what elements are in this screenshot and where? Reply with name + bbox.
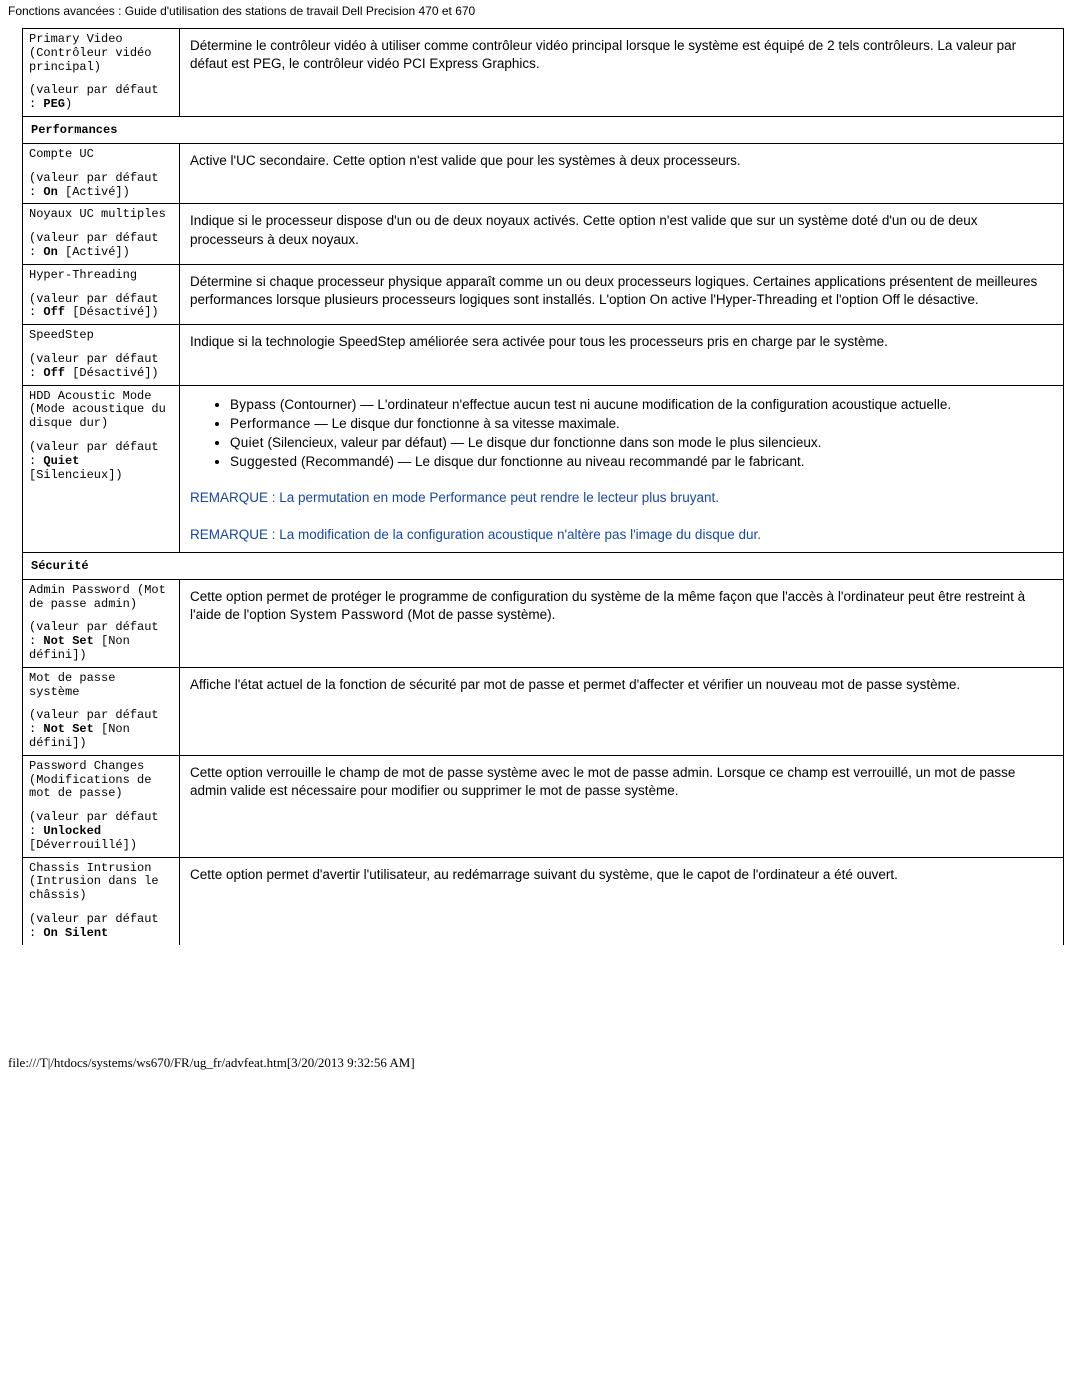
setting-desc: Active l'UC secondaire. Cette option n'e… [180, 143, 1064, 203]
setting-name: Mot de passe système [29, 671, 115, 699]
default-value: PEG [43, 97, 65, 111]
setting-name-cell: Hyper-Threading (valeur par défaut : Off… [23, 264, 180, 324]
page-footer-path: file:///T|/htdocs/systems/ws670/FR/ug_fr… [8, 1055, 1072, 1071]
option-text: (Silencieux, valeur par défaut) — Le dis… [264, 435, 822, 450]
default-suffix: [Activé]) [58, 245, 130, 259]
default-suffix: [Silencieux]) [29, 468, 123, 482]
default-block: (valeur par défaut : Off [Désactivé]) [29, 353, 173, 381]
table-row: Admin Password (Mot de passe admin) (val… [23, 579, 1064, 667]
setting-subname: (Contrôleur vidéo principal) [29, 46, 151, 74]
setting-name: Noyaux UC multiples [29, 207, 166, 221]
setting-name-cell: Password Changes (Modifications de mot d… [23, 755, 180, 857]
default-value: Off [43, 366, 65, 380]
default-value: Unlocked [43, 824, 101, 838]
option-text: — Le disque dur fonctionne à sa vitesse … [311, 416, 620, 431]
table-row: SpeedStep (valeur par défaut : Off [Désa… [23, 325, 1064, 385]
setting-name-cell: Admin Password (Mot de passe admin) (val… [23, 579, 180, 667]
section-header-securite: Sécurité [23, 552, 1064, 579]
setting-desc: Détermine le contrôleur vidéo à utiliser… [180, 29, 1064, 117]
default-value: Off [43, 305, 65, 319]
default-block: (valeur par défaut : Not Set [Non défini… [29, 621, 173, 662]
setting-name-cell: Mot de passe système (valeur par défaut … [23, 667, 180, 755]
default-value: Quiet [43, 454, 79, 468]
setting-desc: Affiche l'état actuel de la fonction de … [180, 667, 1064, 755]
page-title: Fonctions avancées : Guide d'utilisation… [8, 4, 1072, 18]
default-block: (valeur par défaut : PEG) [29, 84, 173, 112]
default-value: On Silent [43, 926, 108, 940]
setting-desc: Détermine si chaque processeur physique … [180, 264, 1064, 324]
table-row: HDD Acoustic Mode (Mode acoustique du di… [23, 385, 1064, 552]
list-item: Performance — Le disque dur fonctionne à… [230, 415, 1053, 433]
setting-name: Hyper-Threading [29, 268, 137, 282]
setting-name: Primary Video [29, 32, 123, 46]
default-block: (valeur par défaut : Unlocked [Déverroui… [29, 811, 173, 852]
default-suffix: [Activé]) [58, 185, 130, 199]
setting-name-cell: HDD Acoustic Mode (Mode acoustique du di… [23, 385, 180, 552]
default-value: On [43, 245, 57, 259]
table-row: Compte UC (valeur par défaut : On [Activ… [23, 143, 1064, 203]
setting-desc: Indique si le processeur dispose d'un ou… [180, 204, 1064, 264]
default-block: (valeur par défaut : On [Activé]) [29, 172, 173, 200]
table-row: Primary Video (Contrôleur vidéo principa… [23, 29, 1064, 117]
setting-name-cell: Primary Video (Contrôleur vidéo principa… [23, 29, 180, 117]
default-suffix: [Désactivé]) [65, 305, 159, 319]
option-bold: Bypass [230, 397, 276, 412]
note-text: La permutation en mode Performance peut … [276, 490, 720, 505]
default-value: Not Set [43, 634, 93, 648]
default-suffix: ) [65, 97, 72, 111]
desc-part-c: (Mot de passe système). [404, 607, 556, 622]
default-suffix: [Désactivé]) [65, 366, 159, 380]
note-label: REMARQUE : [190, 490, 276, 505]
setting-desc: Cette option permet de protéger le progr… [180, 579, 1064, 667]
setting-name: Chassis Intrusion (Intrusion dans le châ… [29, 861, 159, 903]
option-text: (Contourner) — L'ordinateur n'effectue a… [276, 397, 951, 412]
default-suffix: [Déverrouillé]) [29, 838, 137, 852]
setting-name: Admin Password (Mot de passe admin) [29, 583, 166, 611]
note-label: REMARQUE : [190, 527, 276, 542]
option-text: (Recommandé) — Le disque dur fonctionne … [297, 454, 804, 469]
setting-name: Compte UC [29, 147, 94, 161]
options-list: Bypass (Contourner) — L'ordinateur n'eff… [190, 396, 1053, 472]
table-row: Password Changes (Modifications de mot d… [23, 755, 1064, 857]
table-row: Chassis Intrusion (Intrusion dans le châ… [23, 857, 1064, 944]
setting-name: Password Changes (Modifications de mot d… [29, 759, 151, 801]
default-block: (valeur par défaut : On Silent [29, 913, 173, 941]
setting-desc: Cette option verrouille le champ de mot … [180, 755, 1064, 857]
setting-name-cell: Chassis Intrusion (Intrusion dans le châ… [23, 857, 180, 944]
default-value: Not Set [43, 722, 93, 736]
section-row: Sécurité [23, 552, 1064, 579]
default-block: (valeur par défaut : Not Set [Non défini… [29, 709, 173, 750]
setting-desc: Indique si la technologie SpeedStep amél… [180, 325, 1064, 385]
list-item: Bypass (Contourner) — L'ordinateur n'eff… [230, 396, 1053, 414]
option-bold: Quiet [230, 435, 264, 450]
default-block: (valeur par défaut : Quiet [Silencieux]) [29, 441, 173, 482]
setting-desc: Cette option permet d'avertir l'utilisat… [180, 857, 1064, 944]
setting-name-cell: Noyaux UC multiples (valeur par défaut :… [23, 204, 180, 264]
settings-table: Primary Video (Contrôleur vidéo principa… [22, 28, 1064, 945]
default-value: On [43, 185, 57, 199]
default-block: (valeur par défaut : On [Activé]) [29, 232, 173, 260]
section-row: Performances [23, 116, 1064, 143]
setting-name: HDD Acoustic Mode (Mode acoustique du di… [29, 389, 166, 431]
list-item: Suggested (Recommandé) — Le disque dur f… [230, 453, 1053, 471]
table-row: Mot de passe système (valeur par défaut … [23, 667, 1064, 755]
setting-name: SpeedStep [29, 328, 94, 342]
setting-name-cell: Compte UC (valeur par défaut : On [Activ… [23, 143, 180, 203]
list-item: Quiet (Silencieux, valeur par défaut) — … [230, 434, 1053, 452]
setting-name-cell: SpeedStep (valeur par défaut : Off [Désa… [23, 325, 180, 385]
note: REMARQUE : La modification de la configu… [190, 526, 1053, 544]
default-block: (valeur par défaut : Off [Désactivé]) [29, 293, 173, 321]
table-row: Hyper-Threading (valeur par défaut : Off… [23, 264, 1064, 324]
table-row: Noyaux UC multiples (valeur par défaut :… [23, 204, 1064, 264]
setting-desc-cell: Bypass (Contourner) — L'ordinateur n'eff… [180, 385, 1064, 552]
option-bold: Suggested [230, 454, 297, 469]
note: REMARQUE : La permutation en mode Perfor… [190, 489, 1053, 507]
note-text: La modification de la configuration acou… [276, 527, 761, 542]
section-header-performances: Performances [23, 116, 1064, 143]
desc-part-b: System Password [290, 607, 404, 622]
option-bold: Performance [230, 416, 311, 431]
